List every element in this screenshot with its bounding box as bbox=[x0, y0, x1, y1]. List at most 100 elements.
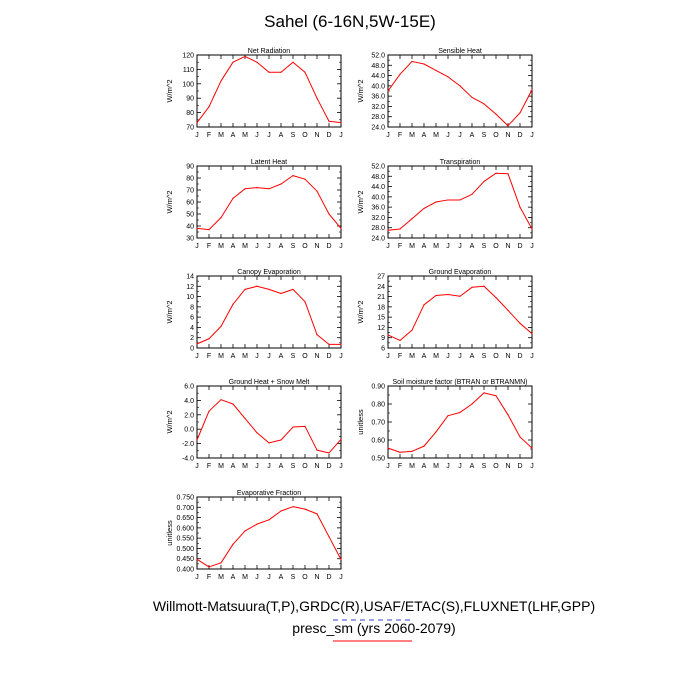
data-point bbox=[531, 447, 533, 449]
y-tick-label: 27 bbox=[377, 274, 385, 281]
x-tick-label: F bbox=[207, 463, 211, 470]
data-point bbox=[208, 338, 210, 340]
y-tick-label: 30 bbox=[186, 236, 194, 243]
y-tick-label: 14 bbox=[186, 274, 194, 281]
y-tick-label: 70 bbox=[186, 125, 194, 132]
x-tick-label: N bbox=[314, 353, 319, 360]
data-point bbox=[531, 333, 533, 335]
data-point bbox=[459, 199, 461, 201]
x-tick-label: A bbox=[231, 353, 236, 360]
y-tick-label: 0.750 bbox=[176, 495, 194, 502]
x-tick-label: M bbox=[218, 574, 224, 581]
series-line bbox=[387, 285, 533, 341]
x-tick-label: M bbox=[242, 353, 248, 360]
data-point bbox=[256, 61, 258, 63]
data-point bbox=[244, 288, 246, 290]
x-tick-label: N bbox=[314, 463, 319, 470]
y-tick-label: 80 bbox=[186, 176, 194, 183]
x-tick-label: F bbox=[398, 463, 402, 470]
data-point bbox=[280, 439, 282, 441]
x-tick-label: D bbox=[517, 353, 522, 360]
data-point bbox=[304, 71, 306, 73]
data-point bbox=[435, 294, 437, 297]
x-tick-label: J bbox=[339, 243, 343, 250]
y-tick-label: 0.600 bbox=[176, 525, 194, 532]
x-tick-label: S bbox=[291, 463, 296, 470]
x-tick-label: F bbox=[398, 132, 402, 139]
data-point bbox=[387, 447, 389, 449]
data-point bbox=[328, 213, 330, 215]
data-point bbox=[220, 325, 222, 327]
data-point bbox=[399, 73, 401, 75]
x-tick-label: S bbox=[291, 574, 296, 581]
y-tick-label: 40 bbox=[186, 224, 194, 231]
data-point bbox=[196, 122, 198, 124]
data-point bbox=[340, 438, 342, 440]
data-point bbox=[316, 513, 318, 515]
x-tick-label: A bbox=[231, 132, 236, 139]
data-point bbox=[495, 297, 497, 299]
data-point bbox=[459, 295, 461, 297]
x-tick-label: M bbox=[433, 243, 439, 250]
y-tick-label: 12 bbox=[186, 284, 194, 291]
x-tick-label: O bbox=[493, 463, 499, 470]
data-point bbox=[423, 445, 425, 447]
x-tick-label: D bbox=[326, 132, 331, 139]
data-point bbox=[196, 227, 198, 229]
y-tick-label: 44.0 bbox=[371, 73, 385, 80]
y-tick-label: 10 bbox=[186, 294, 194, 301]
x-tick-label: J bbox=[339, 132, 343, 139]
x-tick-label: M bbox=[409, 132, 415, 139]
y-tick-label: 24 bbox=[377, 284, 385, 291]
x-tick-label: S bbox=[482, 132, 487, 139]
y-tick-label: 0.450 bbox=[176, 556, 194, 563]
data-point bbox=[447, 76, 449, 78]
x-tick-label: S bbox=[291, 243, 296, 250]
x-tick-label: J bbox=[386, 132, 390, 139]
data-point bbox=[280, 510, 282, 512]
data-point bbox=[304, 301, 306, 303]
panel-title: Soil moisture factor (BTRAN or BTRANMN) bbox=[393, 379, 528, 386]
x-tick-label: M bbox=[242, 243, 248, 250]
x-tick-label: O bbox=[302, 353, 308, 360]
y-tick-label: 48.0 bbox=[371, 63, 385, 70]
data-point bbox=[244, 188, 246, 190]
x-tick-label: M bbox=[218, 353, 224, 360]
data-point bbox=[280, 292, 282, 295]
data-point bbox=[411, 60, 413, 63]
data-point bbox=[399, 339, 401, 342]
x-tick-label: J bbox=[446, 243, 450, 250]
data-point bbox=[447, 199, 449, 201]
x-tick-label: J bbox=[458, 463, 462, 470]
x-tick-label: M bbox=[242, 463, 248, 470]
y-tick-label: 40.0 bbox=[371, 194, 385, 201]
data-point bbox=[483, 180, 485, 183]
data-point bbox=[531, 89, 533, 91]
panel-title: Sensible Heat bbox=[438, 48, 482, 55]
data-point bbox=[208, 229, 210, 231]
data-point bbox=[316, 449, 318, 451]
data-point bbox=[411, 450, 413, 452]
y-tick-label: 0.90 bbox=[371, 384, 385, 391]
y-tick-label: 6 bbox=[190, 315, 194, 322]
x-tick-label: A bbox=[231, 463, 236, 470]
x-tick-label: J bbox=[195, 463, 199, 470]
x-tick-label: M bbox=[218, 132, 224, 139]
x-tick-label: M bbox=[409, 353, 415, 360]
x-tick-label: S bbox=[291, 132, 296, 139]
data-point bbox=[244, 55, 246, 58]
x-tick-label: M bbox=[242, 132, 248, 139]
x-tick-label: J bbox=[458, 243, 462, 250]
data-point bbox=[256, 285, 258, 287]
y-tick-label: 120 bbox=[182, 53, 194, 60]
y-tick-label: 0 bbox=[190, 346, 194, 353]
x-tick-label: J bbox=[267, 463, 271, 470]
footer-run-label: presc_sm (yrs 2060-2079) bbox=[292, 620, 455, 636]
data-point bbox=[340, 122, 342, 124]
series-line bbox=[196, 399, 342, 454]
y-tick-label: 0.50 bbox=[371, 456, 385, 463]
y-tick-label: 24.0 bbox=[371, 125, 385, 132]
plot-frame bbox=[196, 496, 342, 570]
y-tick-label: 90 bbox=[186, 96, 194, 103]
